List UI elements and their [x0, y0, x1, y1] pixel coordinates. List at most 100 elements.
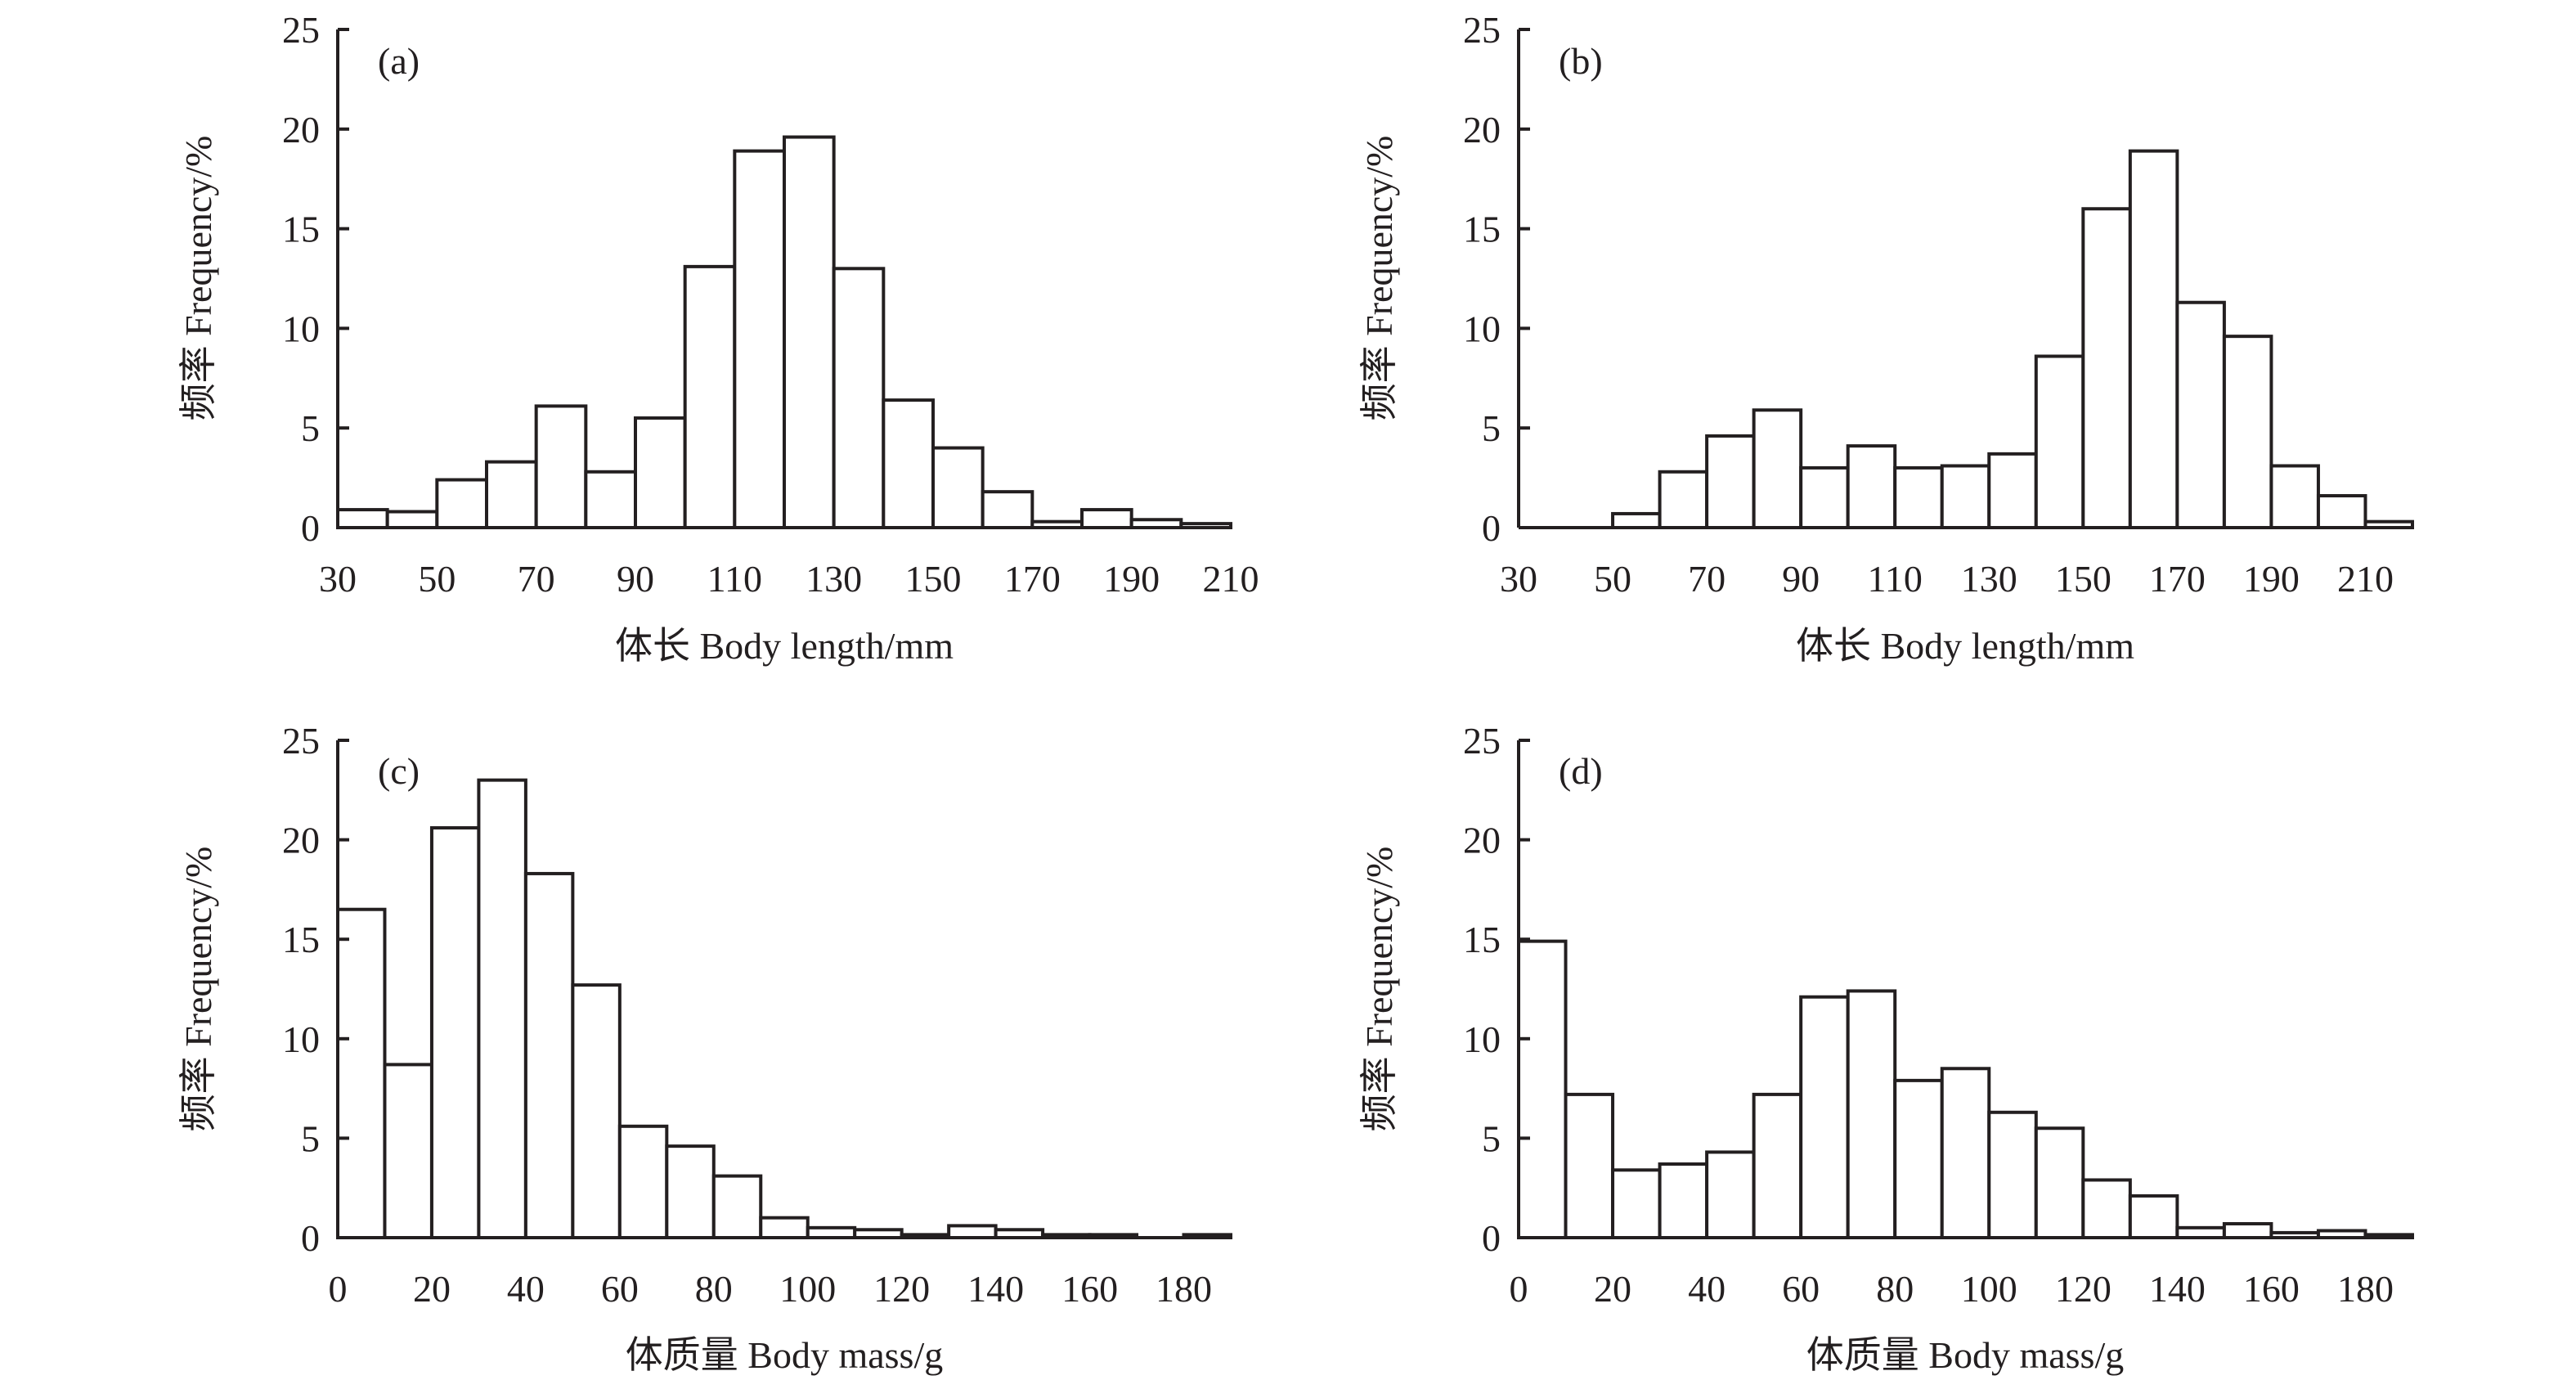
x-tick-label: 60	[1782, 1268, 1820, 1310]
histogram-bar	[783, 135, 836, 529]
histogram-bar	[1987, 1110, 2038, 1240]
histogram-bar	[947, 1224, 998, 1239]
x-tick-label: 90	[617, 558, 654, 600]
y-tick-label: 5	[301, 407, 320, 449]
panel-c-body-mass: (c) 体质量 Body mass/g 频率 Frequency/% 0 5 10 1…	[177, 720, 1233, 1376]
x-tick-label: 150	[905, 558, 962, 600]
histogram-bar	[1611, 511, 1662, 529]
x-tick-label: 110	[1868, 558, 1923, 600]
x-tick-label: 160	[2243, 1268, 2300, 1310]
histogram-bar	[2081, 207, 2132, 530]
y-tick-label: 25	[282, 9, 320, 51]
x-tick-label: 0	[1510, 1268, 1528, 1310]
x-tick-label: 70	[518, 558, 555, 600]
x-tick-label: 180	[2337, 1268, 2394, 1310]
histogram-bar	[534, 404, 588, 529]
histogram-bar	[1705, 1150, 1756, 1239]
histogram-bar	[1752, 408, 1803, 529]
x-tick-label: 30	[319, 558, 357, 600]
x-tick-label: 40	[1688, 1268, 1726, 1310]
histogram-bar	[617, 1124, 669, 1239]
x-tick-label: 100	[779, 1268, 836, 1310]
histogram-bar	[1846, 444, 1897, 530]
y-tick-label: 20	[282, 820, 320, 861]
y-axis-title: 频率 Frequency/%	[1358, 847, 1400, 1132]
x-tick-label: 140	[967, 1268, 1024, 1310]
panel-label: (c)	[378, 750, 420, 792]
y-axis-title: 频率 Frequency/%	[177, 847, 219, 1132]
y-tick-label: 0	[1482, 1217, 1501, 1259]
y-tick-label: 15	[1463, 209, 1501, 250]
histogram-bar	[882, 398, 936, 530]
y-tick-label: 15	[282, 919, 320, 960]
x-tick-label: 120	[2055, 1268, 2112, 1310]
histogram-bar	[1940, 1067, 1991, 1240]
histogram-bar	[429, 826, 481, 1239]
histogram-bar	[733, 149, 786, 529]
x-tick-label: 210	[2337, 558, 2394, 600]
x-axis-title: 体质量 Body mass/g	[626, 1334, 943, 1376]
histogram-bar	[385, 510, 439, 530]
y-axis-title: 频率 Frequency/%	[1358, 136, 1400, 421]
y-tick-label: 5	[301, 1117, 320, 1159]
y-tick-label: 5	[1482, 407, 1501, 449]
y-tick-label: 0	[301, 1217, 320, 1259]
histogram-bar	[1564, 1092, 1615, 1239]
y-tick-label: 10	[282, 308, 320, 349]
histogram-bar	[634, 416, 687, 529]
histogram-bar	[1705, 434, 1756, 529]
x-tick-label: 50	[418, 558, 456, 600]
x-tick-label: 120	[873, 1268, 930, 1310]
histogram-bar	[759, 1216, 810, 1240]
y-tick-label: 20	[282, 109, 320, 151]
x-tick-label: 170	[1004, 558, 1061, 600]
y-tick-label: 0	[301, 507, 320, 549]
histogram-bar	[2175, 300, 2226, 529]
x-tick-label: 130	[806, 558, 862, 600]
y-tick-label: 25	[1463, 720, 1501, 762]
histogram-bar	[981, 490, 1034, 529]
x-tick-label: 190	[2243, 558, 2300, 600]
histogram-bar	[477, 778, 527, 1239]
y-tick-label: 10	[1463, 308, 1501, 349]
x-axis-title: 体长 Body length/mm	[615, 625, 954, 667]
histogram-bar	[711, 1174, 763, 1240]
histogram-bar	[1611, 1168, 1662, 1240]
panel-label: (b)	[1559, 40, 1603, 82]
panel-label: (d)	[1559, 750, 1603, 792]
histogram-bar	[1799, 995, 1850, 1240]
x-tick-label: 20	[413, 1268, 451, 1310]
histogram-bar	[571, 983, 622, 1239]
x-tick-label: 110	[707, 558, 762, 600]
x-tick-label: 180	[1156, 1268, 1212, 1310]
histogram-bar	[383, 1063, 433, 1240]
panel-a-body-length: (a) 体长 Body length/mm 频率 Frequency/% 0 5 1…	[177, 9, 1259, 667]
histogram-bar	[1658, 470, 1709, 529]
histogram-bar	[523, 871, 575, 1239]
histogram-bar	[584, 470, 637, 529]
histogram-bar	[1987, 452, 2038, 529]
x-tick-label: 210	[1203, 558, 1259, 600]
x-tick-label: 90	[1782, 558, 1820, 600]
x-tick-label: 70	[1688, 558, 1726, 600]
histogram-bar	[1658, 1162, 1709, 1239]
histogram-bar	[336, 508, 389, 529]
histogram-bar	[2128, 1193, 2179, 1239]
y-tick-label: 20	[1463, 820, 1501, 861]
histogram-bar	[1893, 1078, 1944, 1239]
histogram-bar	[336, 907, 387, 1239]
histogram-bar	[2269, 464, 2320, 530]
histogram-bar	[2222, 335, 2273, 530]
x-tick-label: 60	[601, 1268, 639, 1310]
y-tick-label: 5	[1482, 1117, 1501, 1159]
histogram-bar	[435, 478, 488, 530]
histogram-bar	[832, 267, 886, 529]
y-tick-label: 25	[282, 720, 320, 762]
x-tick-label: 150	[2055, 558, 2112, 600]
x-tick-label: 170	[2149, 558, 2206, 600]
y-tick-label: 10	[282, 1018, 320, 1060]
x-tick-label: 50	[1594, 558, 1631, 600]
histogram-bar	[2034, 354, 2085, 529]
histogram-bar	[1517, 939, 1568, 1239]
